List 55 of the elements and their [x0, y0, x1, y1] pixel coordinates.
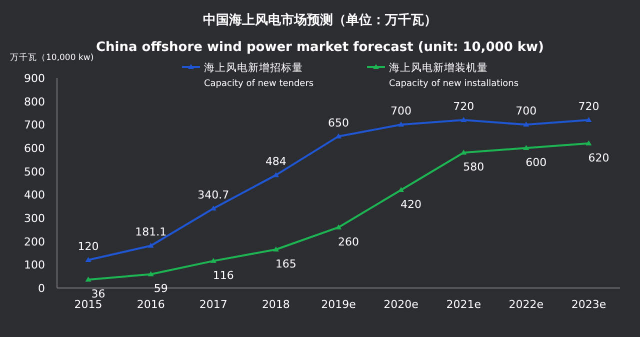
data-label: 181.1	[135, 226, 167, 239]
x-tick-label: 2021e	[446, 298, 482, 311]
point	[148, 242, 154, 248]
x-tick-label: 2020e	[384, 298, 419, 311]
data-label: 720	[578, 100, 600, 113]
point	[336, 224, 342, 230]
point	[523, 145, 530, 150]
y-tick-label: 300	[24, 212, 45, 225]
data-label: 700	[390, 104, 412, 118]
point	[523, 122, 530, 127]
data-label: 650	[328, 116, 349, 130]
x-tick-label: 2015	[74, 298, 102, 311]
point	[586, 117, 592, 122]
legend-label: 海上风电新增招标量 Capacity of new tenders	[204, 61, 314, 89]
point	[460, 117, 467, 122]
data-label: 420	[400, 198, 422, 211]
data-label: 720	[453, 100, 474, 113]
data-label: 700	[516, 104, 537, 118]
data-label: 620	[588, 151, 610, 164]
y-tick-label: 900	[24, 72, 45, 85]
y-tick-label: 400	[24, 188, 45, 202]
y-tick-label: 800	[24, 95, 45, 108]
chart-subtitle: China offshore wind power market forecast (unit: 10,000 kw)	[96, 40, 544, 55]
point	[398, 122, 404, 127]
data-label: 59	[154, 282, 168, 296]
point	[272, 246, 279, 252]
x-tick-label: 2019e	[321, 298, 356, 311]
point	[85, 257, 92, 262]
data-label: 120	[78, 240, 99, 253]
x-tick-label: 2018	[262, 298, 290, 311]
y-axis-title: 万千瓦（10,000 kw)	[10, 52, 94, 63]
y-tick-label: 500	[24, 165, 45, 178]
data-label: 484	[265, 155, 286, 168]
y-tick-label: 600	[24, 142, 45, 155]
data-label: 600	[526, 156, 547, 169]
point	[586, 140, 592, 146]
data-label: 165	[275, 258, 296, 270]
x-tick-label: 2016	[136, 298, 165, 311]
data-label: 36	[91, 288, 106, 301]
x-tick-label: 2017	[199, 298, 228, 311]
x-tick-label: 2023e	[571, 298, 606, 311]
data-label: 340.7	[198, 188, 230, 202]
chart-title: 中国海上风电市场预测（单位：万千瓦）	[203, 12, 437, 28]
point	[148, 271, 154, 276]
point	[210, 258, 216, 263]
y-tick-label: 700	[24, 118, 45, 132]
data-label: 260	[338, 235, 359, 248]
data-label: 580	[463, 160, 484, 174]
point	[85, 276, 92, 282]
x-tick-label: 2022e	[508, 298, 544, 311]
data-label: 116	[212, 268, 234, 282]
y-tick-label: 0	[38, 282, 45, 295]
legend-label: 海上风电新增装机量 Capacity of new installations	[389, 61, 519, 89]
y-tick-label: 100	[24, 258, 45, 272]
y-tick-label: 200	[24, 235, 45, 248]
